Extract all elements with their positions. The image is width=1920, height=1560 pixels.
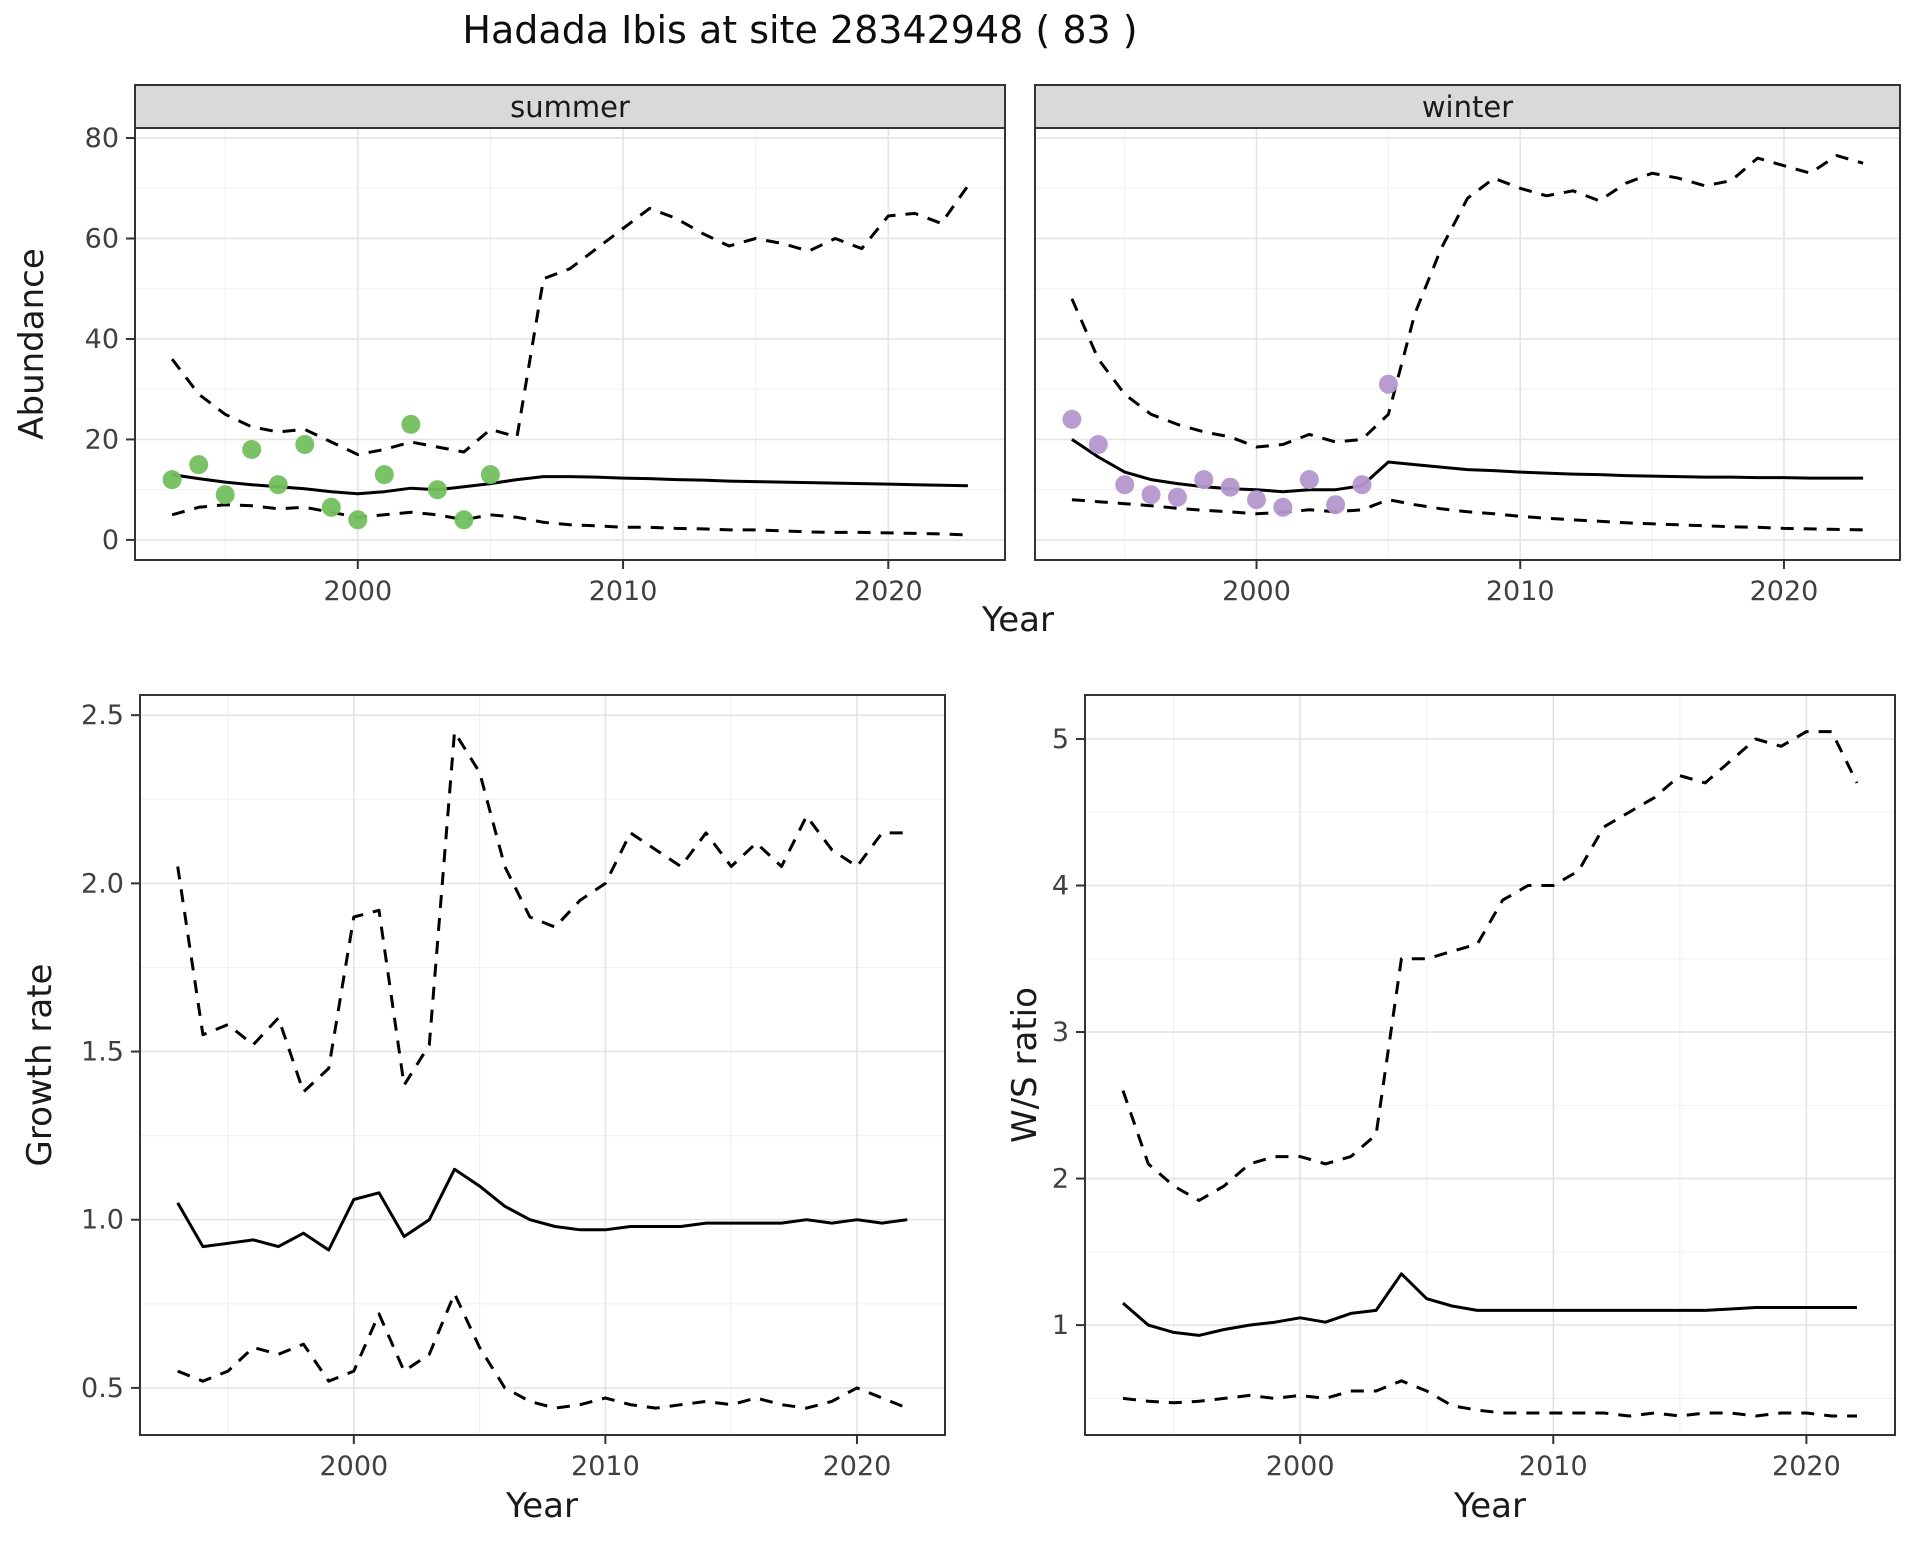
winter-observation-point — [1220, 477, 1240, 497]
ws-ratio-panel-background — [1085, 695, 1895, 1435]
y-axis-tick-label: 1.0 — [81, 1205, 124, 1236]
growth-rate-upper-ci-line — [176, 730, 908, 1094]
summer-panel-border — [134, 127, 1006, 561]
summer-observation-point — [401, 414, 421, 434]
summer-observation-point — [374, 465, 394, 485]
x-axis-tick-label: 2000 — [1222, 576, 1291, 607]
summer-panel: 2000 2010 2020 0 20 40 60 80 — [85, 123, 1006, 607]
winter-panel-border — [1034, 127, 1901, 561]
y-axis-tick-label: 2.5 — [81, 700, 124, 731]
summer-observation-point — [215, 485, 235, 505]
winter-observation-point — [1141, 485, 1161, 505]
winter-observation-point — [1273, 497, 1293, 517]
winter-observation-point — [1194, 470, 1214, 490]
y-axis-tick-label: 60 — [85, 224, 119, 255]
y-axis-tick-label: 1 — [1052, 1310, 1069, 1341]
winter-upper-ci-line — [1070, 154, 1864, 449]
y-axis-tick-label: 80 — [85, 123, 119, 154]
y-axis-tick-label: 40 — [85, 324, 119, 355]
growth-rate-panel-border — [139, 694, 946, 1436]
summer-median-line — [171, 473, 968, 496]
growth-rate-panel: 2000 2010 2020 0.5 1.0 1.5 2.0 2.5 — [81, 694, 946, 1482]
summer-observation-point — [189, 455, 209, 475]
ws-ratio-median-line — [1122, 1272, 1857, 1337]
winter-panel-background — [1035, 128, 1900, 560]
facet-strip-winter — [1034, 84, 1901, 129]
summer-observation-point — [321, 497, 341, 517]
ws-ratio-panel-border — [1084, 694, 1896, 1436]
x-axis-tick-label: 2020 — [1772, 1451, 1841, 1482]
y-axis-tick-label: 0.5 — [81, 1373, 124, 1404]
x-axis-tick-label: 2000 — [323, 576, 392, 607]
winter-observation-point — [1326, 495, 1346, 515]
ws-ratio-panel: 2000 2010 2020 1 2 3 4 5 — [1052, 694, 1896, 1482]
y-axis-tick-label: 0 — [102, 525, 119, 556]
y-axis-tick-label: 2 — [1052, 1164, 1069, 1195]
x-axis-tick-label: 2010 — [571, 1451, 640, 1482]
winter-observation-point — [1247, 490, 1266, 510]
x-axis-tick-label: 2010 — [1519, 1451, 1588, 1482]
x-axis-tick-label: 2000 — [319, 1451, 388, 1482]
summer-observation-point — [162, 470, 182, 490]
y-axis-tick-label: 2.0 — [81, 868, 124, 899]
winter-observation-point — [1088, 435, 1108, 454]
winter-panel: 2000 2010 2020 — [1034, 127, 1901, 607]
summer-upper-ci-line — [170, 184, 970, 456]
x-axis-tick-label: 2000 — [1266, 1451, 1335, 1482]
winter-lower-ci-line — [1071, 498, 1864, 532]
ws-ratio-lower-ci-line — [1122, 1379, 1857, 1418]
x-axis-tick-label: 2010 — [1486, 576, 1555, 607]
winter-observation-point — [1167, 487, 1187, 507]
summer-observation-point — [454, 510, 474, 530]
summer-lower-ci-line — [171, 503, 968, 537]
growth-rate-lower-ci-line — [177, 1292, 908, 1410]
winter-observation-point — [1115, 475, 1135, 495]
summer-observation-point — [242, 440, 262, 459]
x-axis-tick-label: 2010 — [589, 576, 658, 607]
x-axis-tick-label: 2020 — [823, 1451, 892, 1482]
x-axis-tick-label: 2020 — [1750, 576, 1819, 607]
growth-rate-panel-background — [140, 695, 945, 1435]
y-axis-tick-label: 20 — [85, 424, 119, 455]
growth-rate-median-line — [176, 1167, 908, 1252]
winter-observation-point — [1378, 374, 1398, 394]
facet-strip-summer — [134, 84, 1006, 129]
y-axis-tick-label: 1.5 — [81, 1037, 124, 1068]
winter-observation-point — [1352, 475, 1372, 495]
winter-observation-point — [1062, 409, 1082, 429]
y-axis-tick-label: 5 — [1052, 724, 1069, 755]
x-axis-tick-label: 2020 — [854, 576, 923, 607]
y-axis-tick-label: 4 — [1052, 870, 1069, 901]
summer-observation-point — [295, 435, 315, 454]
summer-observation-point — [427, 480, 447, 500]
y-axis-tick-label: 3 — [1052, 1017, 1069, 1048]
winter-observation-point — [1299, 470, 1319, 490]
summer-observation-point — [480, 465, 500, 485]
summer-observation-point — [268, 475, 288, 495]
summer-observation-point — [348, 510, 368, 530]
ws-ratio-upper-ci-line — [1121, 730, 1859, 1202]
summer-panel-background — [135, 128, 1005, 560]
